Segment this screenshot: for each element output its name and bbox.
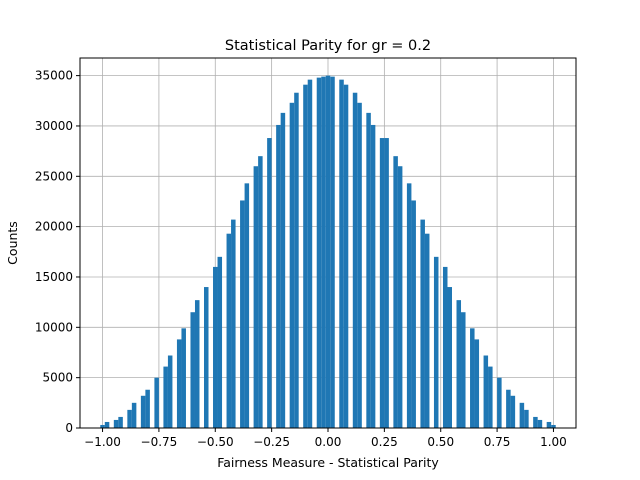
- histogram-bar: [470, 328, 475, 428]
- x-axis-label: Fairness Measure - Statistical Parity: [217, 455, 439, 470]
- x-tick-label: 0.50: [427, 435, 454, 449]
- histogram-bar: [176, 339, 182, 428]
- histogram-bar: [154, 377, 159, 428]
- histogram-bar: [379, 138, 385, 428]
- histogram-bar: [280, 112, 286, 428]
- histogram-bar: [217, 256, 223, 428]
- histogram-bar: [131, 402, 137, 428]
- y-tick-label: 20000: [35, 220, 73, 234]
- y-tick-label: 10000: [35, 320, 73, 334]
- histogram-bar: [321, 76, 326, 428]
- y-tick-label: 0: [65, 421, 73, 435]
- x-tick-label: 0.75: [484, 435, 511, 449]
- histogram-bar: [506, 389, 511, 428]
- histogram-bar: [253, 166, 259, 428]
- bars: [100, 75, 556, 429]
- histogram-bar: [510, 395, 516, 428]
- histogram-bar: [267, 138, 272, 428]
- histogram-bar: [433, 256, 439, 428]
- histogram-bar: [424, 233, 430, 428]
- x-tick-label: 0.00: [315, 435, 342, 449]
- histogram-bar: [406, 183, 412, 428]
- histogram-bar: [100, 424, 105, 428]
- x-tick-label: −0.75: [141, 435, 178, 449]
- y-tick-label: 15000: [35, 270, 73, 284]
- y-tick-label: 30000: [35, 119, 73, 133]
- histogram-bar: [194, 300, 200, 428]
- histogram-bar: [447, 287, 452, 428]
- y-axis-ticks: 0 5000 10000 15000 20000 25000 30000 35000: [35, 69, 80, 435]
- histogram-bar: [113, 419, 119, 428]
- histogram-bar: [411, 200, 416, 428]
- histogram-bar: [204, 287, 209, 428]
- histogram-bar: [357, 102, 362, 428]
- histogram-bar: [289, 102, 295, 428]
- histogram-bar: [384, 138, 389, 428]
- histogram-bar: [231, 219, 236, 428]
- histogram-bar: [420, 219, 425, 428]
- histogram-bar: [190, 312, 195, 428]
- x-tick-label: −0.25: [253, 435, 290, 449]
- x-tick-label: 0.25: [371, 435, 398, 449]
- histogram-bar: [343, 84, 349, 429]
- histogram-bar: [352, 92, 358, 429]
- y-tick-label: 35000: [35, 69, 73, 83]
- histogram-bar: [167, 355, 173, 428]
- histogram-bar: [546, 421, 552, 428]
- chart-title: Statistical Parity for gr = 0.2: [225, 38, 431, 54]
- histogram-bar: [397, 166, 403, 428]
- histogram-bar: [240, 200, 245, 428]
- histogram-bar: [316, 77, 322, 428]
- histogram-bar: [307, 79, 313, 429]
- histogram-bar: [330, 76, 335, 428]
- histogram-bar: [393, 156, 398, 428]
- y-tick-label: 5000: [42, 371, 73, 385]
- histogram-bar: [442, 266, 448, 428]
- histogram-bar: [118, 416, 123, 428]
- histogram-bar: [537, 419, 543, 428]
- x-tick-label: 1.00: [540, 435, 567, 449]
- histogram-bar: [104, 421, 110, 428]
- histogram-bar: [163, 366, 168, 428]
- histogram-bar: [244, 183, 250, 428]
- histogram-bar: [483, 355, 489, 428]
- histogram-bar: [294, 92, 299, 429]
- histogram-bar: [456, 300, 462, 428]
- histogram-bar: [226, 233, 232, 428]
- x-tick-label: −0.50: [197, 435, 234, 449]
- y-tick-label: 25000: [35, 169, 73, 183]
- x-axis-ticks: −1.00 −0.75 −0.50 −0.25 0.00 0.25 0.50 0.75 1.00: [84, 428, 567, 449]
- histogram-bar: [303, 84, 308, 429]
- histogram-bar: [339, 79, 344, 429]
- histogram-bar: [276, 124, 281, 428]
- histogram-bar: [474, 339, 480, 428]
- histogram-bar: [258, 156, 263, 428]
- histogram-bar: [213, 266, 218, 428]
- histogram-bar: [140, 395, 146, 428]
- histogram-bar: [325, 75, 331, 428]
- histogram-bar: [145, 389, 150, 428]
- histogram-bar: [519, 402, 525, 428]
- histogram-bar: [366, 112, 371, 428]
- y-axis-label: Counts: [5, 221, 20, 265]
- histogram-bar: [497, 377, 502, 428]
- histogram-bar: [181, 328, 186, 428]
- histogram-bar: [488, 366, 493, 428]
- histogram-bar: [551, 424, 556, 428]
- histogram-bar: [533, 416, 538, 428]
- histogram-bar: [524, 409, 529, 428]
- x-tick-label: −1.00: [84, 435, 121, 449]
- histogram-bar: [461, 312, 466, 428]
- histogram-bar: [127, 409, 132, 428]
- histogram-bar: [370, 124, 376, 428]
